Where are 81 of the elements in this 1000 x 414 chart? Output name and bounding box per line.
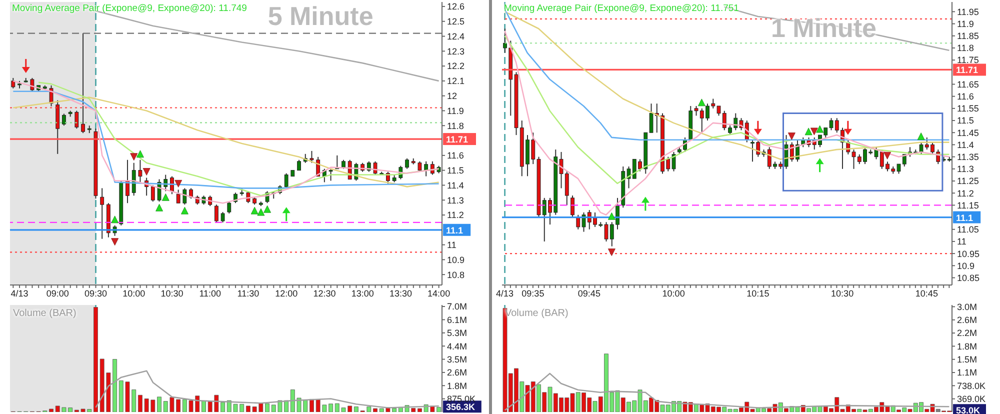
y-tick-label: 11.3 [957, 164, 974, 174]
y-tick-label: 1.8M [957, 341, 978, 352]
y-tick-label: 12.2 [447, 61, 465, 72]
x-tick-label: 09:45 [578, 288, 600, 298]
y-tick-label: 11.4 [447, 180, 464, 190]
y-tick-label: 11.5 [447, 166, 464, 176]
y-tick-label: 10.85 [957, 272, 980, 283]
y-tick-label: 12.4 [447, 31, 465, 42]
x-tick-label: 12:30 [313, 288, 336, 298]
ref-line-label: 11.71 [446, 134, 468, 145]
y-tick-label: 11.9 [447, 106, 464, 116]
y-tick-label: 11.25 [957, 176, 979, 186]
y-tick-label: 11.05 [957, 224, 979, 235]
y-tick-label: 11.45 [957, 128, 979, 138]
y-tick-label: 11.8 [957, 43, 974, 54]
y-tick-label: 7.0M [447, 302, 468, 312]
chart-subtitle: Moving Average Pair (Expone@9, Expone@20): 11.749 [12, 3, 247, 14]
y-tick-label: 11.6 [957, 92, 974, 102]
y-tick-label: 2.6M [447, 368, 468, 378]
ref-line-label: 11.71 [956, 65, 978, 76]
x-tick-label: 14:00 [428, 288, 450, 298]
annotation: 53.0K [956, 406, 981, 414]
y-tick-label: 11.95 [957, 6, 979, 17]
ref-line-label: 11.1 [956, 212, 974, 223]
y-tick-label: 11.85 [957, 31, 979, 42]
y-tick-label: 11 [447, 240, 456, 250]
y-tick-label: 11.2 [447, 210, 464, 220]
chart-title: 5 Minute [268, 1, 374, 32]
y-tick-label: 11.5 [957, 116, 974, 126]
x-tick-label: 13:30 [389, 288, 412, 298]
y-tick-label: 3.5M [447, 354, 468, 364]
y-tick-label: 11.4 [957, 140, 974, 150]
y-tick-label: 4.4M [447, 341, 468, 352]
x-tick-label: 09:00 [46, 288, 69, 298]
y-tick-label: 12.3 [447, 46, 465, 56]
y-tick-label: 10.95 [957, 248, 980, 259]
y-tick-label: 12 [447, 91, 458, 102]
y-tick-label: 11.55 [957, 104, 979, 114]
y-tick-label: 11.15 [957, 200, 979, 210]
y-tick-label: 1.1M [957, 368, 978, 378]
x-tick-label: 12:00 [275, 288, 298, 298]
x-tick-label: 10:30 [831, 288, 854, 298]
y-tick-label: 11 [957, 236, 966, 247]
y-tick-label: 11.65 [957, 79, 979, 90]
y-tick-label: 5.3M [447, 328, 468, 338]
x-tick-label: 4/13 [10, 288, 28, 298]
y-tick-label: 10.9 [957, 260, 975, 271]
y-tick-label: 6.1M [447, 314, 468, 325]
x-tick-label: 10:45 [915, 288, 938, 298]
x-tick-label: 09:30 [84, 288, 108, 298]
y-tick-label: 369.0K [957, 394, 986, 404]
y-tick-label: 11.6 [447, 150, 464, 161]
x-tick-label: 10:15 [746, 288, 770, 298]
chart-title: Volume (BAR) [13, 308, 76, 319]
x-tick-label: 4/13 [496, 288, 514, 298]
y-tick-label: 11.35 [957, 152, 979, 162]
y-tick-label: 10.9 [447, 254, 465, 265]
annotation: 356.3K [446, 402, 476, 412]
x-tick-label: 13:00 [351, 288, 374, 298]
y-tick-label: 10.8 [447, 270, 465, 280]
y-tick-label: 11.8 [447, 120, 464, 131]
y-tick-label: 12.1 [447, 76, 465, 86]
y-tick-label: 2.2M [957, 328, 978, 338]
y-tick-label: 11.2 [957, 188, 974, 198]
x-tick-label: 10:00 [122, 288, 146, 298]
ref-line-label: 11.1 [446, 225, 464, 236]
y-tick-label: 2.6M [957, 315, 978, 326]
y-tick-label: 3.0M [957, 302, 978, 312]
x-tick-label: 10:30 [160, 288, 184, 298]
y-tick-label: 11.9 [957, 18, 974, 29]
x-tick-label: 11:30 [237, 288, 260, 298]
y-tick-label: 738.0K [957, 380, 986, 391]
y-tick-label: 11.3 [447, 195, 464, 206]
x-tick-label: 09:35 [522, 288, 544, 298]
y-tick-label: 12.5 [447, 16, 465, 27]
x-tick-label: 10:00 [662, 288, 685, 298]
y-tick-label: 1.5M [957, 354, 978, 365]
y-tick-label: 12.6 [447, 2, 465, 12]
x-tick-label: 11:00 [199, 288, 222, 298]
y-tick-label: 11.75 [957, 55, 979, 66]
y-tick-label: 1.8M [447, 380, 468, 391]
